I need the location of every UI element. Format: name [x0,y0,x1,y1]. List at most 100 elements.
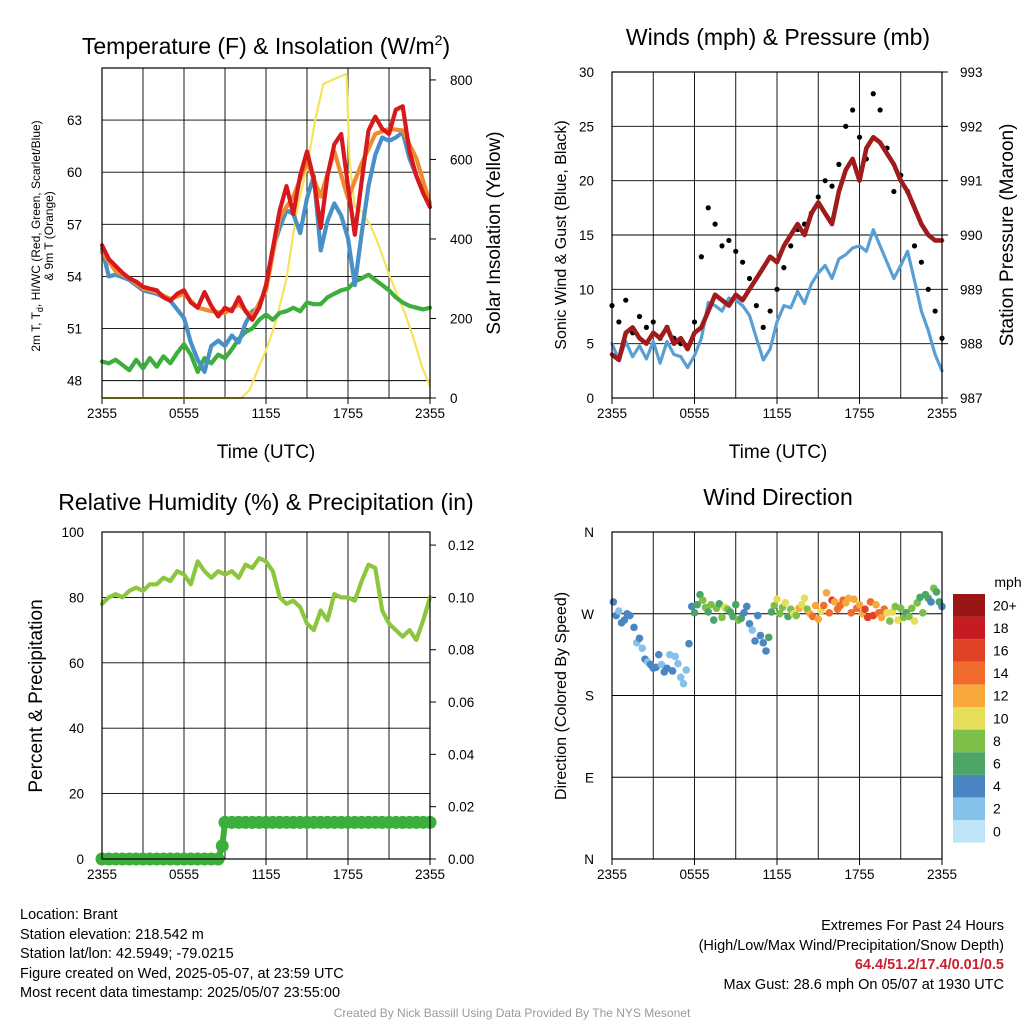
gust-point [918,259,924,265]
created-text: Figure created on Wed, 2025-05-07, at 23… [20,965,344,982]
colorbar-label: 0 [993,823,1001,839]
credit-text: Created By Nick Bassill Using Data Provi… [333,1006,691,1020]
direction-point [819,601,828,610]
y-tick-label: E [585,770,594,785]
chart-title-superscript: 2 [435,32,443,48]
y-tick-label: 60 [69,656,84,671]
direction-point [709,616,718,624]
y2-tick-label: 200 [450,311,473,326]
direction-point [855,600,864,609]
gust-point [740,259,746,265]
direction-point [762,647,770,655]
gust-point [836,161,842,167]
x-tick-label: 1155 [762,867,791,882]
x-tick-label: 0555 [169,867,199,882]
y-tick-label: 20 [579,174,594,189]
colorbar-label: 10 [993,710,1009,726]
direction-point [740,609,748,617]
speed-colorbar: mph 0 2 4 6 8 10 12 14 16 18 20+ [953,574,1022,843]
y2-tick-label: 400 [450,232,473,247]
plot-frame [611,531,943,860]
y-axis-label: Percent & Precipitation [26,599,47,792]
y-axis-label-sub: d [35,307,45,312]
y2-tick-label: 0 [450,391,458,406]
y2-tick-label: 0.08 [448,643,474,658]
chart-title-close: ) [442,33,450,59]
x-tick-label: 0555 [169,406,199,421]
plot-frame [611,71,943,399]
direction-point [674,659,682,668]
direction-point [872,600,880,609]
direction-point [704,608,713,616]
gust-point [911,243,918,249]
colorbar-label: 14 [993,665,1009,681]
gust-point [636,313,643,320]
gust-point [733,248,739,254]
y-axis-label-line1-rest: , HI/WC (Red, Green, Scarlet/Blue) [29,120,43,307]
direction-point [745,619,754,628]
y2-tick-label: 991 [960,174,983,189]
y-tick-label: 57 [67,217,82,232]
direction-point [877,613,886,622]
location-text: Location: Brant [20,907,118,923]
latlon-text: Station lat/lon: 42.5949; -79.0215 [20,946,234,963]
colorbar-label: 18 [993,620,1009,636]
y2-tick-label: 0.00 [448,852,474,867]
direction-point [638,644,647,653]
colorbar-label: 16 [993,643,1009,659]
x-tick-label: 2355 [415,406,445,421]
x-axis-label: Time (UTC) [729,442,828,463]
direction-point [800,594,809,603]
direction-point [770,601,779,610]
series-sonic-wind [610,228,944,373]
colorbar-label: 6 [993,756,1001,772]
gust-point [760,324,766,330]
series-2m-td [99,272,433,374]
x-tick-label: 0555 [679,867,709,882]
direction-point [927,598,935,606]
direction-point [729,612,737,621]
y-tick-label: N [584,525,594,540]
y2-tick-label: 992 [960,119,983,134]
y-tick-label: 15 [579,228,594,243]
gust-point [788,243,794,249]
direction-point [698,596,707,604]
y2-tick-label: 0.04 [448,747,475,762]
gust-point [746,275,753,282]
direction-point [781,599,790,607]
direction-point [635,634,644,643]
y-axis-label: Sonic Wind & Gust (Blue, Black) [553,120,570,349]
gust-point [705,205,711,211]
direction-point [690,609,699,617]
gust-point [719,243,725,249]
colorbar-swatch [953,729,985,753]
series-relative-humidity [99,556,433,643]
direction-point [797,600,806,609]
x-tick-label: 1755 [844,406,874,421]
direction-point [850,595,858,604]
colorbar-label: 12 [993,688,1009,704]
direction-point [918,609,927,617]
x-tick-label: 2355 [87,867,117,882]
gust-point [877,107,883,113]
x-tick-label: 1755 [333,406,363,421]
direction-point [668,667,677,675]
direction-point [896,604,905,613]
y-axis-label-line1: 2m T, T [29,311,43,351]
direction-point [910,617,919,625]
gust-point [829,183,835,189]
direction-point [615,607,623,615]
colorbar-swatch [953,774,985,798]
direction-point [657,660,666,669]
colorbar-title: mph [994,574,1021,590]
direction-point [907,604,916,613]
x-axis-label: Time (UTC) [217,442,316,463]
gust-point [850,107,856,113]
direction-point [861,605,869,614]
direction-point [811,601,820,610]
direction-point [756,631,765,640]
x-tick-label: 2355 [597,867,627,882]
x-tick-label: 2355 [87,406,117,421]
y2-tick-label: 0.06 [448,695,474,710]
y-tick-label: W [581,607,594,622]
